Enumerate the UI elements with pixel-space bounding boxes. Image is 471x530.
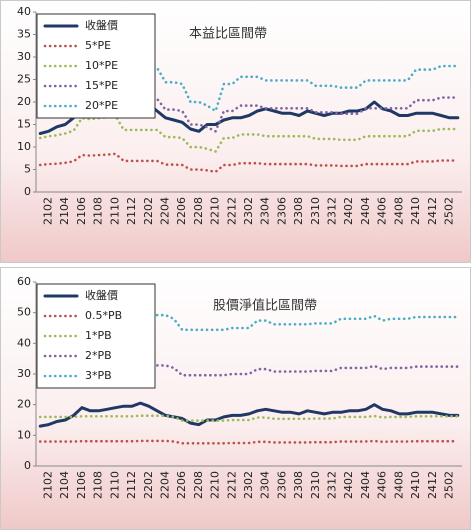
y-tick-label: 15 (17, 118, 31, 131)
x-tick-label: 2112 (125, 197, 138, 225)
x-tick-label: 2312 (326, 197, 339, 225)
y-tick-label: 30 (17, 367, 31, 380)
x-tick-label: 2310 (309, 471, 322, 499)
x-tick-label: 2102 (42, 471, 55, 499)
x-tick-label: 2312 (326, 471, 339, 499)
series-line (38, 401, 460, 428)
y-tick-label: 40 (17, 336, 31, 349)
legend-box (36, 283, 156, 389)
y-tick-label: 40 (17, 5, 31, 18)
x-tick-label: 2404 (359, 197, 372, 225)
x-tick-label: 2404 (359, 471, 372, 499)
legend-label: 2*PB (85, 349, 112, 362)
chart-title: 股價淨值比區間帶 (213, 298, 317, 314)
x-tick-label: 2408 (392, 197, 405, 225)
legend-label: 3*PB (85, 369, 112, 382)
x-tick-label: 2204 (158, 197, 171, 225)
x-tick-label: 2106 (75, 471, 88, 499)
x-tick-label: 2110 (108, 471, 121, 499)
y-tick-label: 60 (17, 275, 31, 288)
y-tick-label: 20 (17, 95, 31, 108)
series-line (38, 313, 460, 332)
x-tick-label: 2108 (92, 197, 105, 225)
x-tick-label: 2304 (259, 197, 272, 225)
x-tick-label: 2106 (75, 197, 88, 225)
legend-label: 10*PE (85, 59, 118, 72)
y-tick-label: 50 (17, 306, 31, 319)
x-tick-label: 2412 (426, 471, 439, 499)
y-tick-label: 30 (17, 50, 31, 63)
x-tick-label: 2402 (342, 197, 355, 225)
x-tick-label: 2104 (58, 471, 71, 499)
legend-label: 20*PE (85, 99, 118, 112)
legend-label: 收盤價 (85, 18, 118, 32)
legend-label: 15*PE (85, 79, 118, 92)
x-tick-label: 2306 (275, 471, 288, 499)
x-tick-label: 2212 (225, 197, 238, 225)
y-tick-label: 25 (17, 73, 31, 86)
x-tick-label: 2410 (409, 471, 422, 499)
x-tick-label: 2308 (292, 471, 305, 499)
y-tick-label: 0 (24, 459, 31, 472)
x-tick-label: 2112 (125, 471, 138, 499)
series-line (38, 152, 460, 174)
x-tick-label: 2102 (42, 197, 55, 225)
x-tick-label: 2204 (158, 471, 171, 499)
x-tick-label: 2406 (376, 471, 389, 499)
x-tick-label: 2104 (58, 197, 71, 225)
x-tick-label: 2110 (108, 197, 121, 225)
chart-title: 本益比區間帶 (189, 27, 267, 42)
legend-label: 1*PB (85, 329, 112, 342)
x-tick-label: 2302 (242, 197, 255, 225)
legend-box (36, 13, 156, 119)
x-tick-label: 2310 (309, 197, 322, 225)
x-tick-label: 2402 (342, 471, 355, 499)
legend-label: 收盤價 (85, 288, 118, 302)
y-tick-label: 10 (17, 140, 31, 153)
x-tick-label: 2412 (426, 197, 439, 225)
x-tick-label: 2304 (259, 471, 272, 499)
legend-label: 0.5*PB (85, 309, 122, 322)
x-tick-label: 2212 (225, 471, 238, 499)
x-tick-label: 2208 (192, 471, 205, 499)
y-tick-label: 20 (17, 398, 31, 411)
legend-label: 5*PE (85, 39, 111, 52)
x-tick-label: 2308 (292, 197, 305, 225)
y-tick-label: 10 (17, 428, 31, 441)
x-tick-label: 2306 (275, 197, 288, 225)
y-tick-label: 35 (17, 28, 31, 41)
x-tick-label: 2202 (142, 197, 155, 225)
x-tick-label: 2108 (92, 471, 105, 499)
x-tick-label: 2302 (242, 471, 255, 499)
y-tick-label: 0 (24, 185, 31, 198)
series-line (38, 439, 460, 445)
x-tick-label: 2208 (192, 197, 205, 225)
x-tick-label: 2408 (392, 471, 405, 499)
x-tick-label: 2210 (209, 197, 222, 225)
x-tick-label: 2410 (409, 197, 422, 225)
y-tick-label: 5 (24, 163, 31, 176)
series-line (38, 414, 460, 422)
x-tick-label: 2502 (442, 197, 455, 225)
x-tick-label: 2502 (442, 471, 455, 499)
x-tick-label: 2206 (175, 197, 188, 225)
x-tick-label: 2210 (209, 471, 222, 499)
x-tick-label: 2202 (142, 471, 155, 499)
x-tick-label: 2206 (175, 471, 188, 499)
x-tick-label: 2406 (376, 197, 389, 225)
